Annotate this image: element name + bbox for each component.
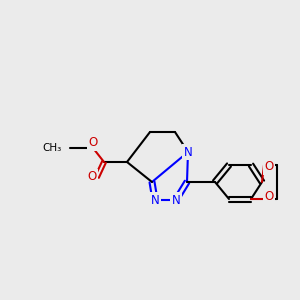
Text: N: N [151, 194, 159, 206]
Text: CH₃: CH₃ [43, 143, 62, 153]
Text: N: N [172, 194, 180, 206]
Text: N: N [184, 146, 192, 158]
Text: O: O [88, 136, 98, 149]
Text: O: O [264, 190, 274, 203]
Text: O: O [264, 160, 274, 173]
Text: O: O [87, 170, 97, 184]
